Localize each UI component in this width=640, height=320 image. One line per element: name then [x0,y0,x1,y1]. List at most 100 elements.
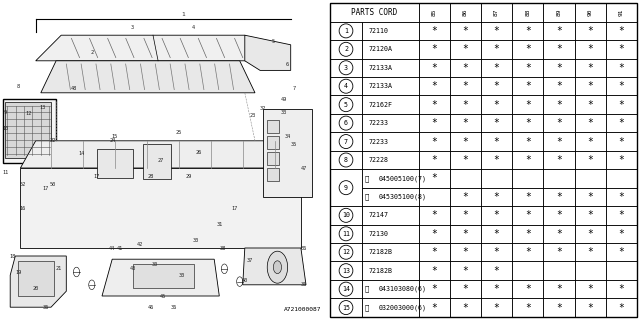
Bar [575,188,605,206]
Text: *: * [525,247,531,257]
Text: 45: 45 [160,293,166,299]
Text: *: * [525,284,531,294]
Bar [450,225,481,243]
Text: *: * [556,100,562,110]
Text: *: * [618,26,624,36]
Bar [362,77,419,95]
Bar [450,206,481,225]
Text: *: * [556,229,562,239]
Bar [362,114,419,132]
Text: 27: 27 [158,157,164,163]
Bar [605,114,637,132]
Bar [481,59,512,77]
Bar [330,243,362,261]
Text: *: * [587,137,593,147]
Text: 26: 26 [196,149,202,155]
Text: 30: 30 [152,261,158,267]
Text: *: * [587,303,593,313]
Bar [362,206,419,225]
Text: 86: 86 [463,9,468,16]
Text: 7: 7 [344,139,348,145]
Text: 30: 30 [179,273,185,278]
Bar [512,114,543,132]
Bar [605,151,637,169]
Text: 5: 5 [344,102,348,108]
Bar [263,109,312,197]
Bar [330,261,362,280]
Text: *: * [618,81,624,91]
Text: 72133A: 72133A [368,83,392,89]
Bar [97,149,132,178]
Text: *: * [463,137,468,147]
Bar [450,59,481,77]
Text: *: * [463,284,468,294]
Bar [419,59,450,77]
Polygon shape [20,141,301,168]
Bar [362,22,419,40]
Bar [512,95,543,114]
Text: 12: 12 [342,249,350,255]
Text: 89: 89 [556,9,561,16]
Bar [512,298,543,317]
Text: *: * [618,192,624,202]
Text: *: * [493,26,499,36]
Polygon shape [36,35,270,61]
Bar [543,280,575,298]
Text: *: * [587,81,593,91]
Text: 36: 36 [301,282,307,287]
Bar [481,95,512,114]
Bar [330,77,362,95]
Text: 14: 14 [79,151,84,156]
Bar [605,298,637,317]
Text: 045005100(7): 045005100(7) [379,175,427,182]
Text: 87: 87 [494,9,499,16]
Bar [450,40,481,59]
Bar [543,261,575,280]
Bar [362,243,419,261]
Bar [481,169,512,188]
Bar [605,188,637,206]
Bar [512,22,543,40]
Text: *: * [587,210,593,220]
Bar [268,120,280,133]
Bar [605,261,637,280]
Text: 8: 8 [17,84,20,89]
Text: 36: 36 [301,245,307,251]
Text: *: * [463,229,468,239]
Bar [605,95,637,114]
Circle shape [273,261,282,274]
Text: *: * [556,118,562,128]
Bar [330,225,362,243]
Bar [575,169,605,188]
Text: 72130: 72130 [368,231,388,237]
Text: *: * [493,63,499,73]
Bar [419,40,450,59]
Text: 72110: 72110 [368,28,388,34]
Bar [481,22,512,40]
Bar [605,225,637,243]
Bar [362,298,419,317]
Bar [481,188,512,206]
Text: *: * [556,44,562,54]
Bar [450,243,481,261]
Text: 15: 15 [111,133,117,139]
Bar [362,169,419,188]
Bar [19,261,54,296]
Bar [605,169,637,188]
Text: 72120A: 72120A [368,46,392,52]
Text: 22: 22 [50,138,56,143]
Text: 13: 13 [40,105,46,110]
Bar [419,77,450,95]
Text: *: * [556,26,562,36]
Bar [450,3,481,22]
Text: *: * [493,192,499,202]
Text: 15: 15 [342,305,350,311]
Text: *: * [525,229,531,239]
Text: *: * [493,247,499,257]
Text: 90: 90 [588,9,593,16]
Bar [481,280,512,298]
Text: 21: 21 [56,266,62,271]
Text: *: * [618,118,624,128]
Bar [575,77,605,95]
Bar [143,144,172,179]
